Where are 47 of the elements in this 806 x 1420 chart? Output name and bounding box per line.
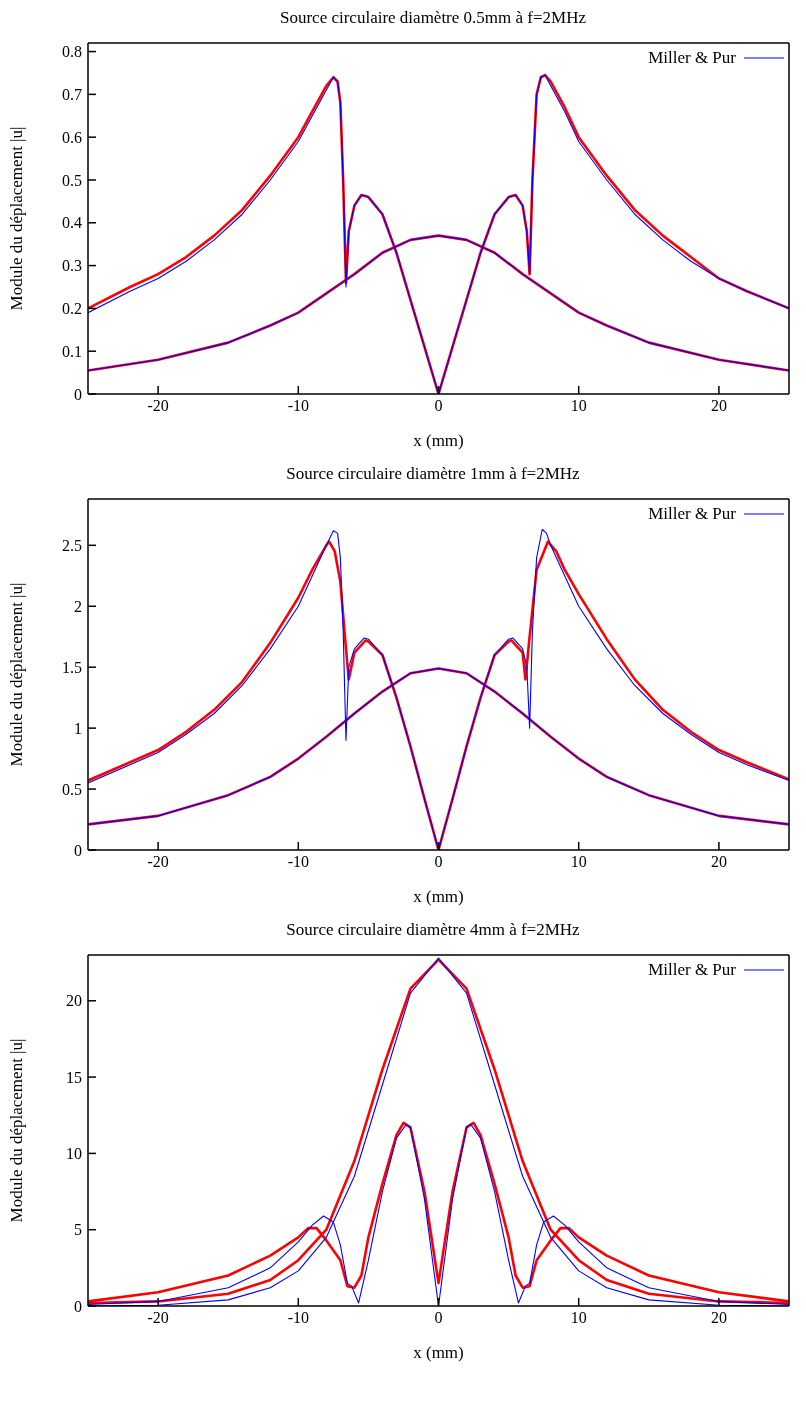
y-tick-label: 0.5 bbox=[62, 171, 82, 189]
x-tick-label: 20 bbox=[710, 853, 727, 871]
y-tick-label: 0 bbox=[74, 841, 82, 859]
y-tick-label: 2 bbox=[74, 597, 82, 615]
y-tick-label: 0.6 bbox=[62, 128, 82, 146]
x-tick-label: 10 bbox=[570, 853, 587, 871]
legend-label: Miller & Pur bbox=[648, 960, 736, 980]
y-tick-label: 20 bbox=[66, 992, 82, 1010]
y-tick-label: 0 bbox=[74, 1297, 82, 1315]
x-tick-label: -20 bbox=[147, 853, 169, 871]
chart-title: Source circulaire diamètre 1mm à f=2MHz bbox=[285, 464, 581, 485]
x-tick-label: -20 bbox=[147, 1309, 169, 1327]
x-tick-label: -20 bbox=[147, 397, 169, 415]
y-tick-label: 0 bbox=[74, 385, 82, 403]
y-tick-label: 10 bbox=[66, 1145, 82, 1163]
x-tick-label: -10 bbox=[287, 397, 309, 415]
y-tick-label: 2.5 bbox=[62, 536, 82, 554]
x-tick-label: 20 bbox=[710, 1309, 727, 1327]
x-tick-label: 20 bbox=[710, 397, 727, 415]
y-tick-label: 0.5 bbox=[62, 780, 82, 798]
y-axis-title: Module du déplacement |u| bbox=[7, 126, 27, 311]
y-tick-label: 5 bbox=[74, 1221, 82, 1239]
x-tick-label: 10 bbox=[570, 1309, 587, 1327]
x-tick-label: 0 bbox=[434, 1309, 443, 1327]
y-tick-label: 0.4 bbox=[62, 214, 82, 232]
y-tick-label: 0.8 bbox=[62, 43, 82, 61]
y-tick-label: 0.3 bbox=[62, 257, 82, 275]
y-axis-title: Module du déplacement |u| bbox=[7, 582, 27, 767]
x-axis-title: x (mm) bbox=[413, 887, 464, 906]
chart-title: Source circulaire diamètre 4mm à f=2MHz bbox=[285, 920, 581, 941]
x-tick-label: -10 bbox=[287, 1309, 309, 1327]
x-axis-title: x (mm) bbox=[413, 431, 464, 450]
legend-label: Miller & Pur bbox=[648, 504, 736, 524]
y-tick-label: 1 bbox=[74, 719, 82, 737]
y-tick-label: 15 bbox=[66, 1068, 82, 1086]
chart-title: Source circulaire diamètre 0.5mm à f=2MHz bbox=[279, 8, 587, 29]
x-axis-title: x (mm) bbox=[413, 1343, 464, 1362]
y-tick-label: 1.5 bbox=[62, 658, 82, 676]
x-tick-label: -10 bbox=[287, 853, 309, 871]
legend-label: Miller & Pur bbox=[648, 48, 736, 68]
y-tick-label: 0.7 bbox=[62, 86, 82, 104]
x-tick-label: 0 bbox=[434, 853, 443, 871]
x-tick-label: 0 bbox=[434, 397, 443, 415]
x-tick-label: 10 bbox=[570, 397, 587, 415]
y-axis-title: Module du déplacement |u| bbox=[7, 1038, 27, 1223]
y-tick-label: 0.1 bbox=[62, 342, 82, 360]
y-tick-label: 0.2 bbox=[62, 300, 82, 318]
